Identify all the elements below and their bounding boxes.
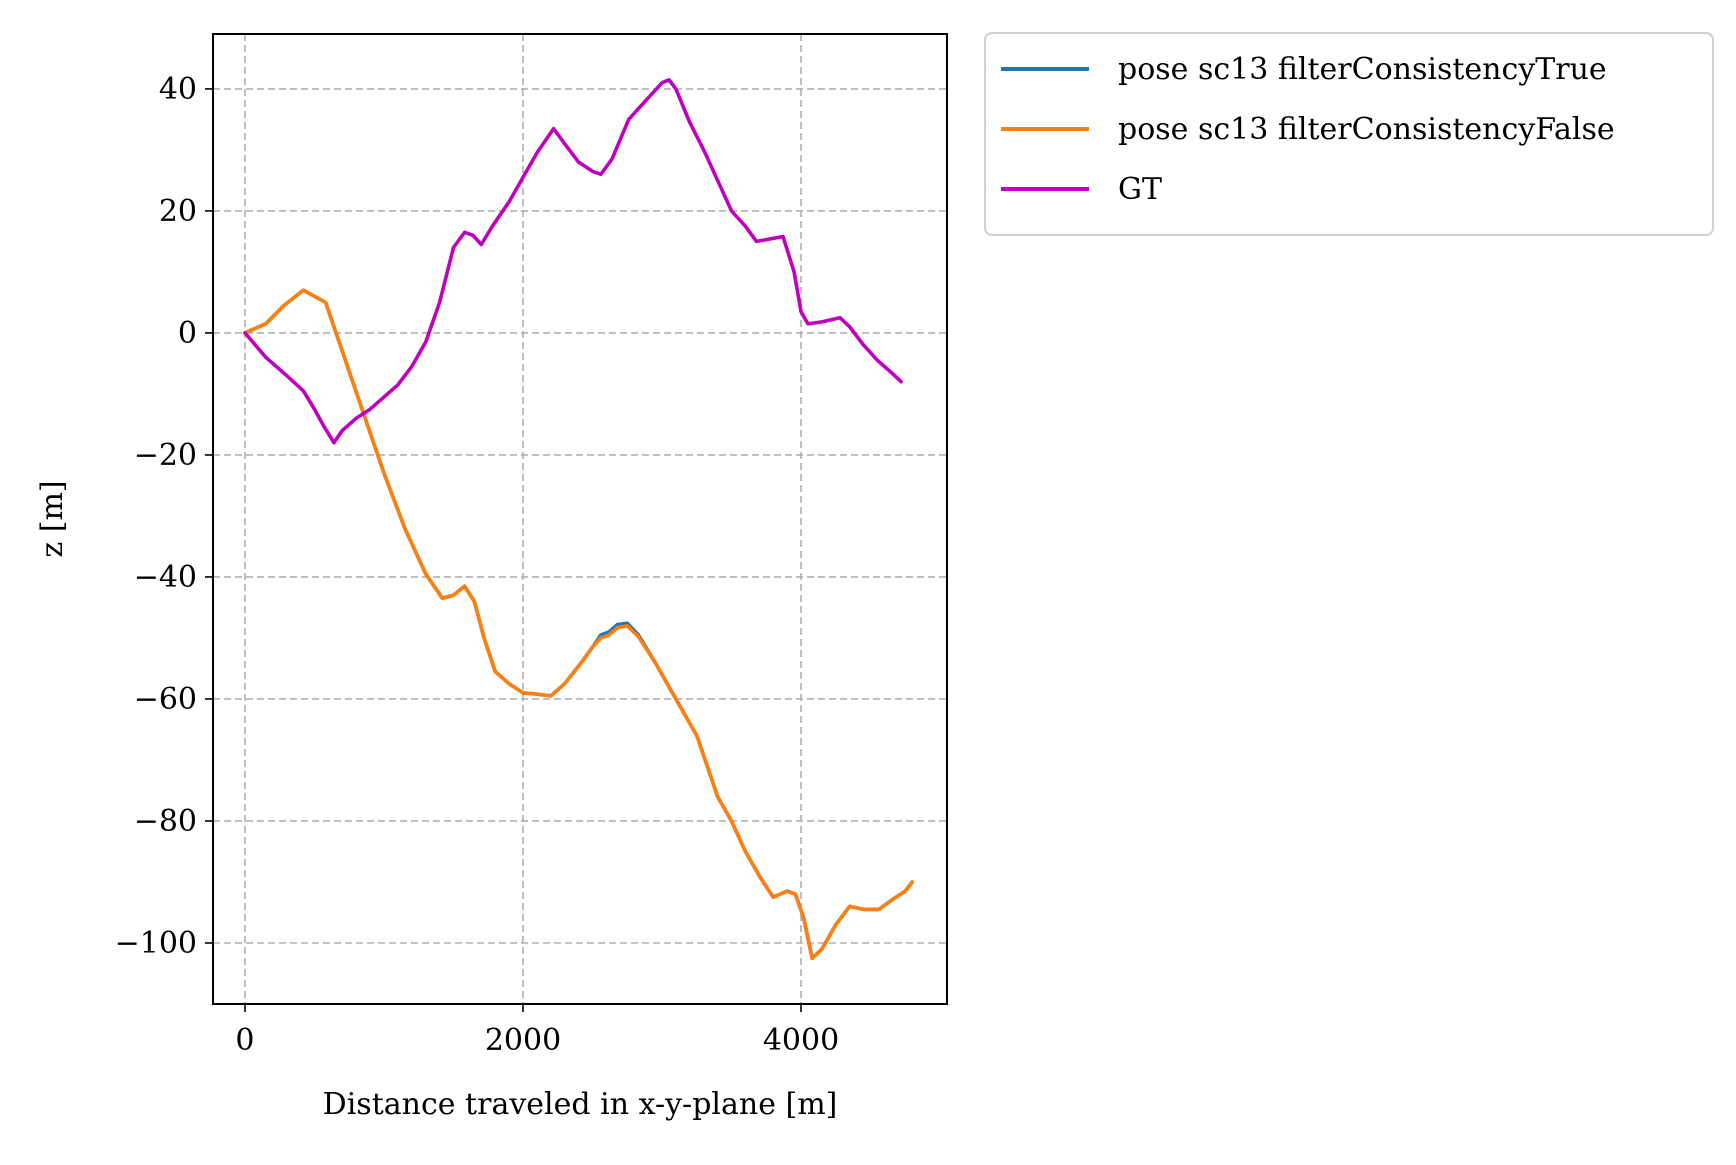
y-tick-label: 0 (178, 316, 197, 351)
y-tick-label: −40 (134, 560, 197, 595)
legend-label: pose sc13 filterConsistencyTrue (1118, 52, 1607, 87)
x-tick-label: 0 (235, 1023, 254, 1058)
legend-frame (984, 32, 1714, 236)
legend-label: pose sc13 filterConsistencyFalse (1118, 112, 1615, 147)
x-axis-label: Distance traveled in x-y-plane [m] (323, 1087, 838, 1122)
series-line-3 (243, 78, 903, 445)
y-tick-label: 20 (159, 194, 197, 229)
y-tick-label: −100 (115, 926, 197, 961)
x-tick-label: 4000 (763, 1023, 839, 1058)
axis-ticks: 0 2000 4000 40 20 0 −20 −40 −60 −80 −100 (115, 72, 840, 1058)
plot-area (243, 78, 914, 960)
series-line-2 (243, 288, 914, 960)
y-tick-label: 40 (159, 72, 197, 107)
y-axis-label: z [m] (35, 480, 70, 557)
legend-label: GT (1118, 172, 1162, 207)
legend: pose sc13 filterConsistencyTrue pose sc13… (984, 32, 1714, 236)
y-tick-label: −80 (134, 804, 197, 839)
plot-frame (212, 33, 948, 1005)
y-tick-label: −20 (134, 438, 197, 473)
x-tick-label: 2000 (485, 1023, 561, 1058)
y-tick-label: −60 (134, 682, 197, 717)
